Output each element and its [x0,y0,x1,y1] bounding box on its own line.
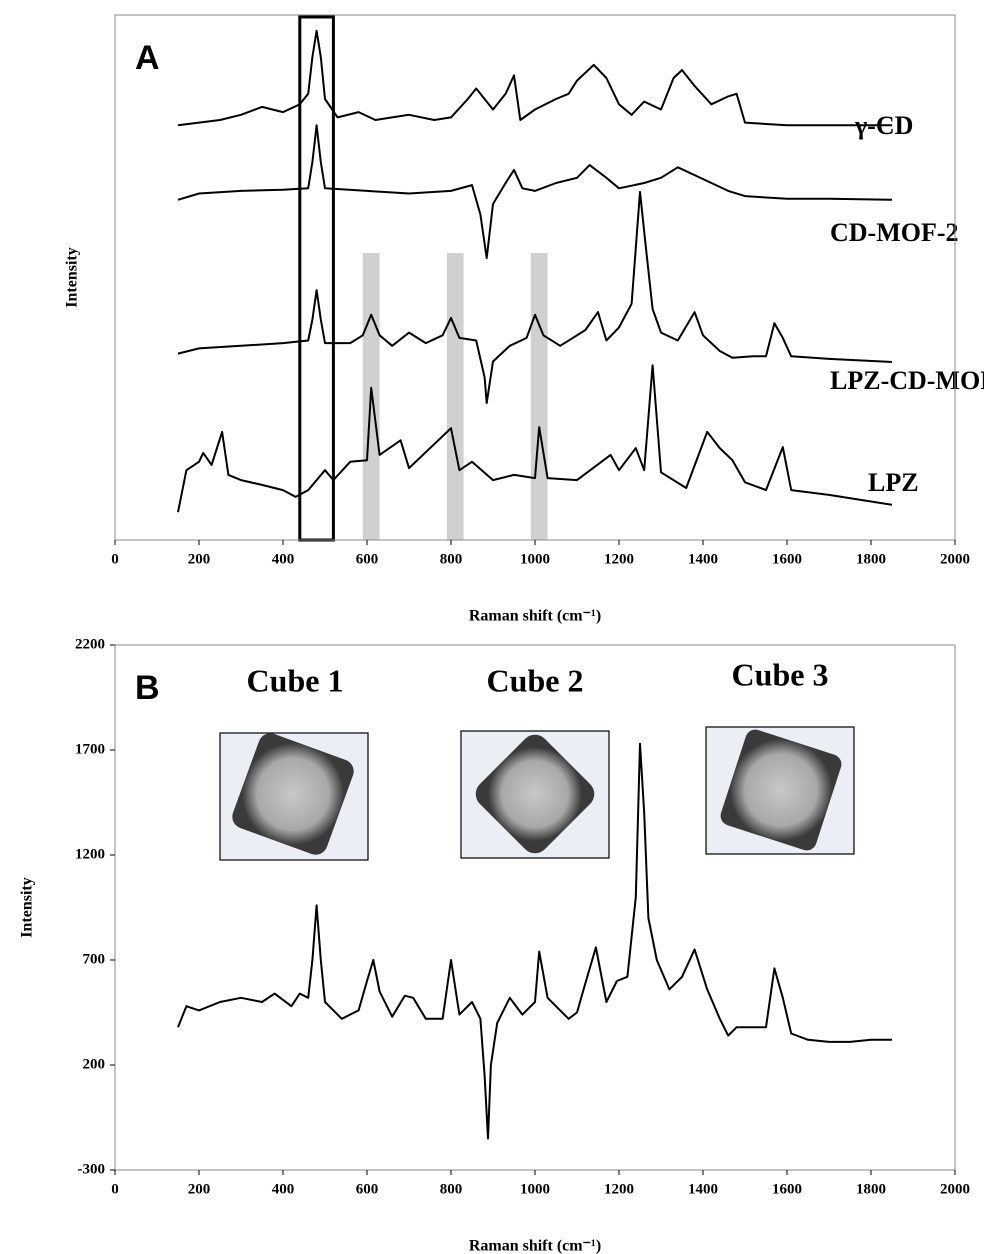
x-tick-label: 1200 [604,1181,634,1197]
highlight-band [530,253,548,540]
series-label: LPZ [868,468,919,497]
x-tick-label: 1200 [604,551,634,567]
x-tick-label: 400 [272,551,295,567]
x-tick-label: 1600 [772,1181,802,1197]
x-tick-label: 2000 [940,551,970,567]
x-tick-label: 1000 [520,1181,550,1197]
x-tick-label: 200 [188,551,211,567]
series-label: LPZ-CD-MOF-2 [830,366,984,395]
x-tick-label: 800 [440,1181,463,1197]
series-line [177,364,893,513]
highlight-band [446,253,464,540]
y-axis-label: Intensity [64,247,81,307]
x-tick-label: 1800 [856,1181,886,1197]
x-tick-label: 400 [272,1181,295,1197]
series-line [177,190,893,404]
cube-crystal [720,729,842,851]
annotation: Cube 2 [487,662,584,698]
x-tick-label: 1400 [688,1181,718,1197]
cube-images [219,726,855,861]
x-tick-label: 1400 [688,551,718,567]
annotation: Cube 1 [247,662,344,698]
cube-crystal [475,734,595,854]
y-tick-label: -300 [78,1161,106,1177]
panel-label: B [135,669,160,707]
x-tick-label: 1600 [772,551,802,567]
series-line [177,742,892,1140]
y-tick-label: 2200 [75,636,105,652]
cube-crystal [232,733,354,855]
x-axis-label: Raman shift (cm⁻¹) [469,1238,601,1254]
x-tick-label: 0 [111,551,119,567]
x-tick-label: 2000 [940,1181,970,1197]
series-line [177,29,892,127]
y-tick-label: 200 [83,1056,106,1072]
x-tick-label: 0 [111,1181,119,1197]
y-axis-label: Intensity [19,877,36,937]
x-axis-label: Raman shift (cm⁻¹) [469,608,601,625]
x-tick-label: 200 [188,1181,211,1197]
series-label: γ-CD [854,111,913,140]
series-line [177,124,893,260]
plot-frame [114,644,956,1171]
panel-label: A [135,39,160,77]
annotation: Cube 3 [732,656,829,692]
y-tick-label: 1700 [75,741,105,757]
y-tick-label: 1200 [75,846,105,862]
x-tick-label: 1000 [520,551,550,567]
x-tick-label: 600 [356,1181,379,1197]
y-tick-label: 700 [83,951,106,967]
x-tick-label: 600 [356,551,379,567]
highlight-box [298,15,335,542]
x-tick-label: 800 [440,551,463,567]
x-tick-label: 1800 [856,551,886,567]
series-label: CD-MOF-2 [830,218,959,247]
